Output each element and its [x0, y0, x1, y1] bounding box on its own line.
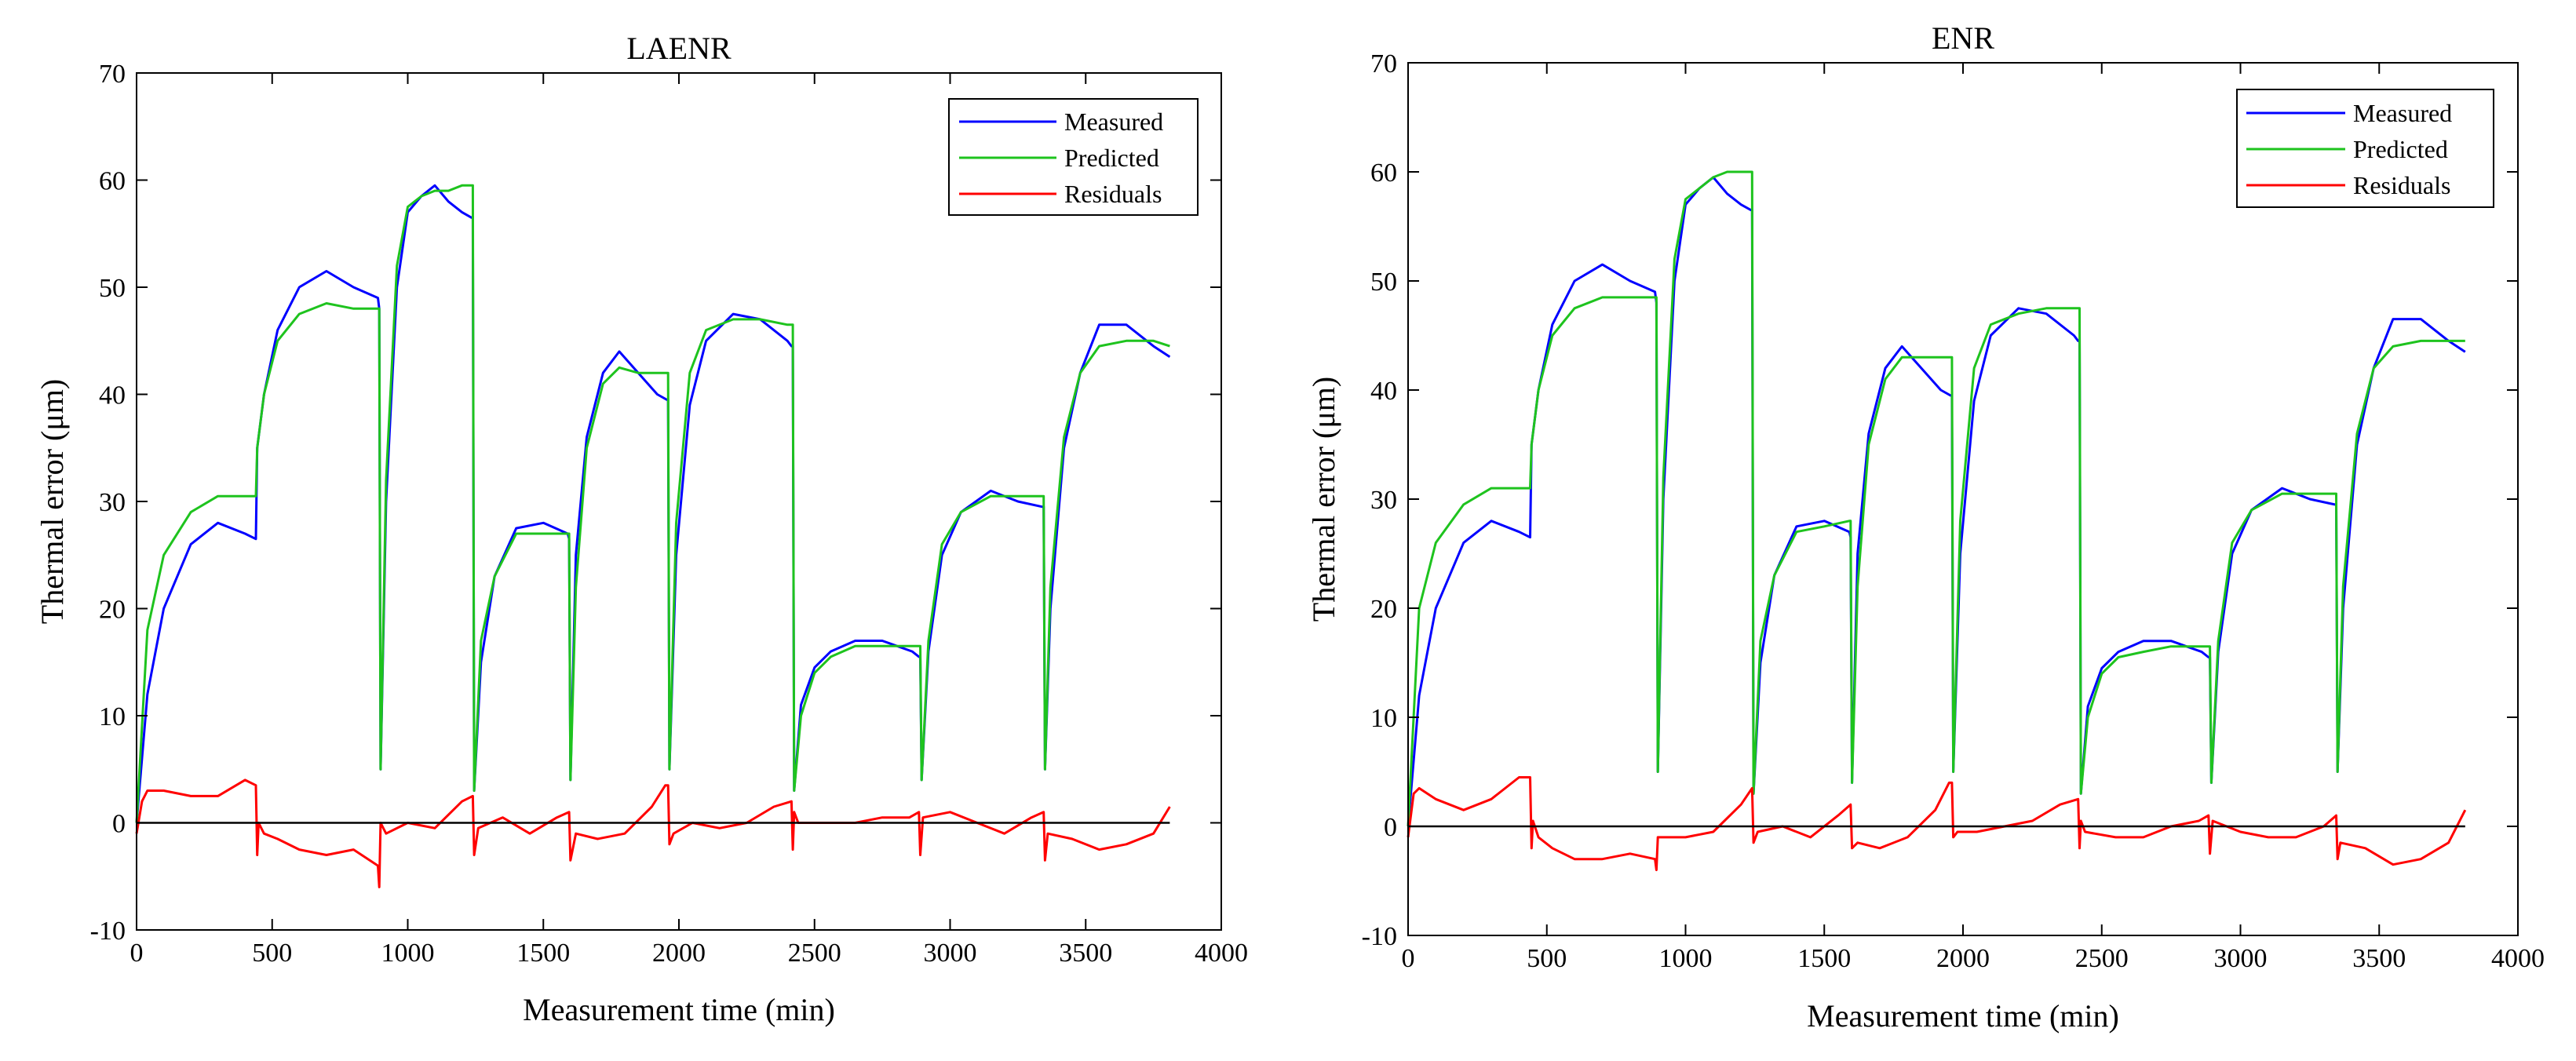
x-tick-label: 0	[130, 939, 144, 968]
legend-label-measured: Measured	[1064, 108, 1163, 136]
x-axis-label: Measurement time (min)	[523, 992, 835, 1027]
x-tick-label: 3500	[2352, 944, 2406, 973]
series-layer	[1407, 170, 2467, 872]
legend: Measured Predicted Residuals	[948, 98, 1199, 216]
x-tick-label: 1000	[1659, 944, 1713, 973]
legend-label-predicted: Predicted	[2353, 135, 2448, 163]
series-line-residuals	[135, 778, 1171, 888]
x-tick-label: 4000	[2491, 944, 2545, 973]
x-tick-label: 3500	[1059, 939, 1112, 968]
series-line-predicted	[135, 184, 1170, 823]
series-line-measured	[1407, 176, 2466, 827]
legend: Measured Predicted Residuals	[2236, 89, 2494, 208]
y-axis-label: Thermal error (μm)	[1306, 377, 1341, 622]
series-layer	[135, 184, 1171, 888]
y-tick-label: 20	[1370, 595, 1397, 624]
legend-label-residuals: Residuals	[1064, 180, 1162, 208]
x-tick-label: 2000	[1936, 944, 1990, 973]
x-tick-label: 3000	[2214, 944, 2268, 973]
y-tick-label: 50	[1370, 268, 1397, 297]
legend-label-predicted: Predicted	[1064, 144, 1159, 172]
y-tick-label: 0	[112, 810, 126, 839]
y-tick-label: 40	[1370, 377, 1397, 406]
x-tick-label: 1500	[1797, 944, 1851, 973]
y-tick-label: 40	[99, 381, 126, 410]
chart-panel-enr: 0 500 1000 1500 2000 2500 3000 3500 4000-1001020…	[1306, 20, 2545, 1034]
y-tick-label: 50	[99, 274, 126, 303]
y-tick-label: 60	[99, 167, 126, 196]
x-tick-label: 1000	[381, 939, 435, 968]
chart-panel-laenr: 0 500 1000 1500 2000 2500 3000 3500 4000-1001020…	[35, 31, 1248, 1027]
x-tick-label: 3000	[924, 939, 977, 968]
x-tick-label: 2000	[652, 939, 706, 968]
chart-title: LAENR	[626, 31, 732, 66]
ticks-layer: 0 500 1000 1500 2000 2500 3000 3500 4000-1001020…	[90, 60, 1248, 968]
x-tick-label: 2500	[2075, 944, 2129, 973]
series-line-residuals	[1407, 776, 2467, 872]
x-tick-label: 2500	[788, 939, 841, 968]
x-tick-label: 500	[1527, 944, 1567, 973]
y-tick-label: -10	[90, 917, 126, 946]
y-axis-label: Thermal error (μm)	[35, 379, 70, 624]
y-tick-label: 0	[1384, 813, 1397, 842]
x-axis-label: Measurement time (min)	[1807, 998, 2119, 1034]
ticks-layer: 0 500 1000 1500 2000 2500 3000 3500 4000-1001020…	[1362, 49, 2545, 973]
y-tick-label: 60	[1370, 159, 1397, 188]
series-line-predicted	[1407, 170, 2465, 827]
legend-label-measured: Measured	[2353, 99, 2452, 127]
y-tick-label: -10	[1362, 922, 1397, 951]
y-tick-label: 70	[1370, 49, 1397, 78]
y-tick-label: 30	[1370, 486, 1397, 515]
legend-label-residuals: Residuals	[2353, 171, 2450, 199]
x-tick-label: 0	[1402, 944, 1415, 973]
y-tick-label: 20	[99, 596, 126, 625]
x-tick-label: 500	[252, 939, 292, 968]
y-tick-label: 10	[99, 702, 126, 731]
y-tick-label: 30	[99, 488, 126, 517]
x-tick-label: 4000	[1195, 939, 1248, 968]
chart-title: ENR	[1932, 20, 1994, 56]
x-tick-label: 1500	[516, 939, 570, 968]
y-tick-label: 10	[1370, 704, 1397, 733]
y-tick-label: 70	[99, 60, 126, 89]
